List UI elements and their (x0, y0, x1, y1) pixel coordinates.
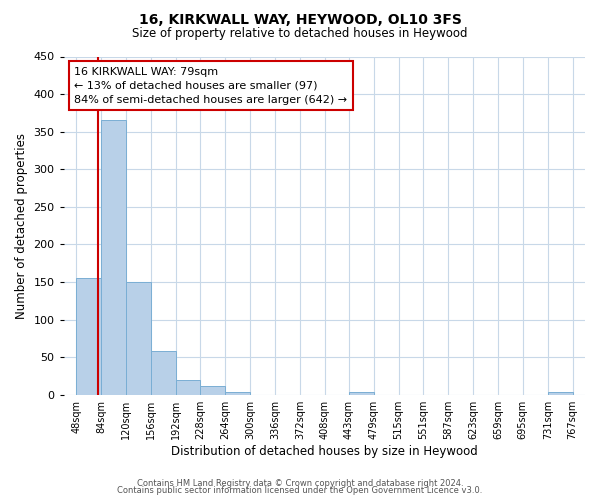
Bar (225, 392, 250, 394)
Bar (151, 351, 176, 395)
Text: Contains public sector information licensed under the Open Government Licence v3: Contains public sector information licen… (118, 486, 482, 495)
Bar (126, 282, 151, 395)
Bar (101, 120, 126, 394)
Text: Contains HM Land Registry data © Crown copyright and database right 2024.: Contains HM Land Registry data © Crown c… (137, 478, 463, 488)
Bar (76, 278, 101, 394)
Y-axis label: Number of detached properties: Number of detached properties (15, 132, 28, 318)
Text: 16 KIRKWALL WAY: 79sqm
← 13% of detached houses are smaller (97)
84% of semi-det: 16 KIRKWALL WAY: 79sqm ← 13% of detached… (74, 66, 347, 104)
Bar (176, 380, 200, 394)
X-axis label: Distribution of detached houses by size in Heywood: Distribution of detached houses by size … (171, 444, 478, 458)
Bar (200, 386, 225, 394)
Text: Size of property relative to detached houses in Heywood: Size of property relative to detached ho… (132, 28, 468, 40)
Text: 16, KIRKWALL WAY, HEYWOOD, OL10 3FS: 16, KIRKWALL WAY, HEYWOOD, OL10 3FS (139, 12, 461, 26)
Bar (548, 392, 572, 394)
Bar (349, 392, 374, 394)
